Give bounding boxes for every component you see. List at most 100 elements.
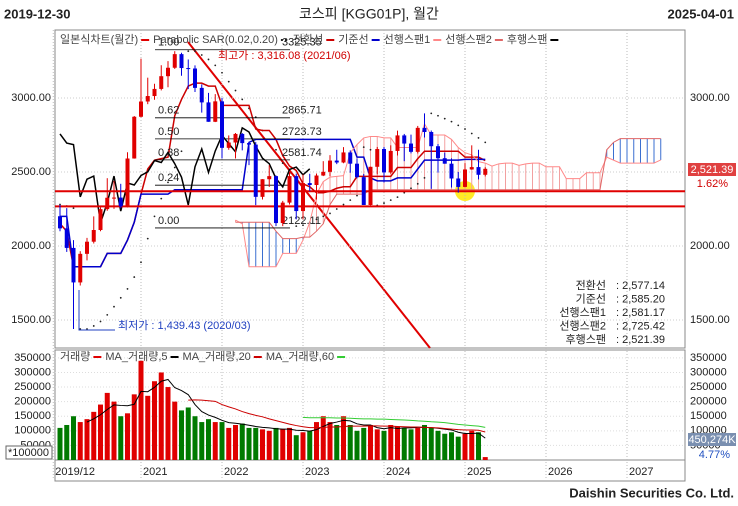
candle-body xyxy=(334,160,339,163)
sar-dot xyxy=(140,261,142,264)
sar-dot xyxy=(457,124,460,127)
y-tick-label: 3000.00 xyxy=(11,92,51,104)
volume-bar xyxy=(192,416,198,460)
sar-dot xyxy=(302,224,304,227)
sar-dot xyxy=(113,305,115,308)
candle-body xyxy=(476,167,481,175)
y-tick-label: 2500.00 xyxy=(11,166,51,178)
sar-dot xyxy=(106,313,109,316)
candle-body xyxy=(314,175,319,186)
volume-bar xyxy=(77,422,83,460)
sar-dot xyxy=(423,176,426,179)
candle-body xyxy=(436,146,440,159)
candle-body xyxy=(301,183,305,212)
candle-body xyxy=(105,197,110,210)
volume-bar xyxy=(455,436,461,460)
volume-bar xyxy=(287,427,292,460)
info-value: : 2,581.17 xyxy=(616,307,665,319)
info-label: 기준선 xyxy=(576,292,606,305)
candle-body xyxy=(402,135,407,144)
candle-body xyxy=(409,143,413,152)
fib-value: 2122.11 xyxy=(282,215,321,227)
candle-body xyxy=(442,158,447,164)
sar-dot xyxy=(322,215,325,218)
plot-layer: 2019/12 2021 2022 2023 2024 2025 2026 2027 1500.… xyxy=(5,30,736,480)
volume-bar xyxy=(91,411,97,460)
volume-bar xyxy=(185,407,191,460)
legend-label: MA_거래량,60 xyxy=(266,350,334,363)
volume-bar xyxy=(327,422,333,460)
candle-body xyxy=(78,253,83,283)
volume-bar xyxy=(320,416,326,460)
y-tick-label: 200000 xyxy=(14,396,51,408)
volume-bar xyxy=(158,372,164,460)
sar-dot xyxy=(484,141,487,144)
sar-dot xyxy=(281,162,284,164)
legend-label: 거래량 xyxy=(60,350,90,363)
volume-bar xyxy=(273,427,279,460)
volume-bar xyxy=(469,430,475,460)
indicator-line xyxy=(188,399,486,433)
candle-body xyxy=(172,54,177,68)
sar-dot xyxy=(275,148,277,151)
y-tick-label: 250000 xyxy=(14,381,51,393)
volume-bar xyxy=(401,427,407,460)
candle-body xyxy=(469,167,474,170)
y-tick-label: 2000.00 xyxy=(11,240,51,252)
candle-body xyxy=(355,163,359,178)
last-price: 2,521.39 xyxy=(691,164,734,176)
volume-bar xyxy=(482,457,488,460)
candle-body xyxy=(321,171,326,176)
candle-body xyxy=(71,247,76,283)
y-tick-label-right: 150000 xyxy=(690,410,727,422)
y-tick-label-right: 200000 xyxy=(690,396,727,408)
sar-dot xyxy=(430,112,433,115)
sar-dot xyxy=(200,54,203,56)
sar-dot xyxy=(72,207,75,209)
volume-bar xyxy=(347,424,353,460)
sar-dot xyxy=(410,187,412,190)
volume-bar xyxy=(145,395,151,460)
candle-body xyxy=(226,142,231,148)
info-value: : 2,585.20 xyxy=(616,293,665,305)
unit-label: *100000 xyxy=(8,447,49,459)
sar-dot xyxy=(362,146,365,149)
indicator-line xyxy=(235,122,661,268)
volume-bar xyxy=(206,419,211,460)
sar-dot xyxy=(464,128,466,130)
legend-label: 후행스팬 xyxy=(507,33,547,46)
volume-change: 4.77% xyxy=(699,449,730,461)
volume-bar xyxy=(462,433,468,460)
y-tick-label-right: 350000 xyxy=(690,352,727,364)
sar-dot xyxy=(356,194,358,197)
candle-body xyxy=(152,88,157,97)
x-tick-label: 2019/12 xyxy=(55,466,95,478)
fib-value: 3325.35 xyxy=(282,37,322,49)
volume-bar xyxy=(165,387,171,460)
sar-dot xyxy=(477,137,480,139)
volume-bar xyxy=(449,432,454,460)
sar-dot xyxy=(207,58,210,61)
unit-box xyxy=(5,445,53,460)
volume-bar xyxy=(84,419,90,460)
volume-bar xyxy=(341,416,346,460)
sar-dot xyxy=(160,197,163,200)
sar-dot xyxy=(369,148,372,151)
sar-dot xyxy=(167,181,169,184)
info-value: : 2,577.14 xyxy=(616,280,665,292)
volume-bar xyxy=(219,422,225,460)
volume-bar xyxy=(246,427,252,460)
info-value: : 2,725.42 xyxy=(616,320,665,332)
sar-dot xyxy=(221,71,223,74)
volume-bar xyxy=(314,422,319,460)
candle-body xyxy=(98,209,103,231)
volume-bar xyxy=(307,430,313,460)
sar-dot xyxy=(403,191,406,194)
sar-dot xyxy=(99,320,102,323)
sar-dot xyxy=(153,215,156,218)
candle-body xyxy=(125,158,130,207)
volume-bar xyxy=(104,392,110,460)
info-label: 선행스팬1 xyxy=(559,306,606,319)
volume-bar xyxy=(125,413,130,460)
